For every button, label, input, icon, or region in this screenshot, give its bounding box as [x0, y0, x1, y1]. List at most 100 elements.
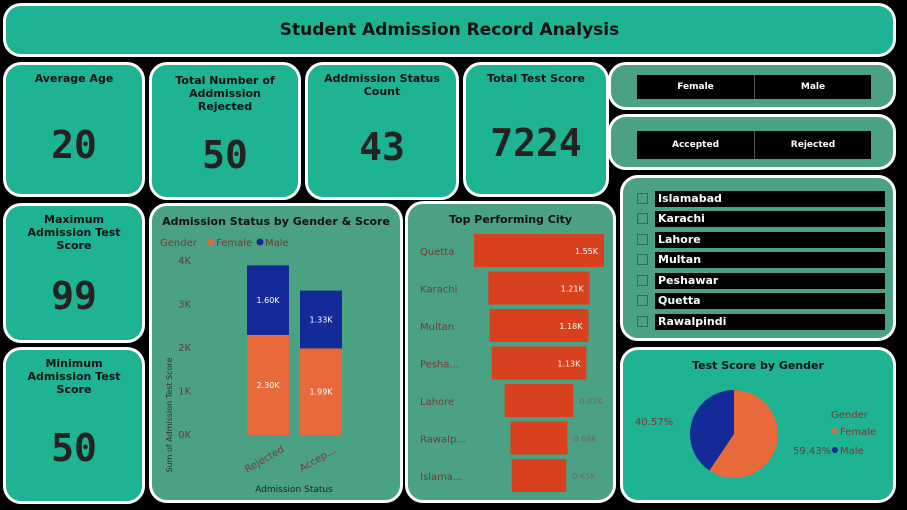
y-tick-label: 1K [178, 387, 191, 398]
bar-segment-female[interactable] [300, 348, 342, 435]
city-bar[interactable] [491, 346, 587, 380]
pie-data-label-male: 40.57% [635, 417, 673, 428]
city-bar[interactable] [474, 234, 604, 267]
city-axis-label: Lahore [420, 397, 454, 408]
kpi-rejected: Total Number of Addmission Rejected 50 [149, 62, 301, 200]
city-option-karachi[interactable]: Karachi [637, 211, 887, 227]
city-bar[interactable] [488, 271, 590, 305]
pie-legend-title: Gender [831, 410, 869, 421]
kpi-total-score: Total Test Score 7224 [463, 62, 609, 197]
kpi-label: Minimum Admission Test Score [27, 357, 121, 396]
y-tick-label: 3K [178, 300, 191, 311]
checkbox[interactable] [637, 275, 648, 286]
city-bar[interactable] [504, 384, 574, 417]
slicer-option-rejected[interactable]: Rejected [754, 131, 871, 159]
kpi-value: 20 [51, 123, 97, 167]
kpi-max-score: Maximum Admission Test Score 99 [3, 203, 145, 343]
bar-data-label: 1.60K [256, 296, 280, 305]
kpi-label: Average Age [34, 72, 114, 85]
funnel-svg: Quetta 1.55K Karachi 1.21K Multan 1.18K Pesha.… [420, 234, 604, 492]
pie-legend-male: Male [840, 446, 864, 457]
kpi-value: 43 [359, 125, 405, 169]
bar-segment-male[interactable] [300, 290, 342, 349]
city-slicer: Islamabad Karachi Lahore Multan Peshawar… [620, 175, 896, 341]
city-option-quetta[interactable]: Quetta [637, 293, 887, 309]
checkbox[interactable] [637, 254, 648, 265]
admission-status-chart: Admission Status by Gender & Score Gende… [149, 203, 403, 503]
checkbox[interactable] [637, 295, 648, 306]
dashboard-title-card: Student Admission Record Analysis [3, 3, 896, 57]
city-bar[interactable] [489, 309, 589, 342]
bar-data-label: 1.99K [309, 388, 333, 397]
checkbox[interactable] [637, 213, 648, 224]
page-title: Student Admission Record Analysis [279, 20, 620, 40]
pie-slice-male[interactable] [690, 390, 734, 471]
bar-data-label: 1.33K [309, 316, 333, 325]
city-data-label: 0.82K [579, 397, 603, 406]
city-label: Multan [655, 252, 885, 268]
pie-slice-female[interactable] [709, 390, 778, 478]
bar-segment-female[interactable] [247, 334, 289, 435]
y-axis-label: Sum of Admission Test Score [165, 357, 174, 472]
pie-legend-female: Female [840, 427, 876, 438]
stacked-bar-svg: Gender Female Male Sum of Admission Test… [160, 238, 342, 495]
city-data-label: 1.18K [559, 322, 583, 331]
checkbox[interactable] [637, 193, 648, 204]
city-label: Quetta [655, 293, 885, 309]
city-bar[interactable] [510, 421, 568, 455]
legend-female: Female [216, 238, 252, 249]
city-option-rawalpindi[interactable]: Rawalpindi [637, 314, 887, 330]
chart-title: Test Score by Gender [692, 359, 824, 372]
y-tick-label: 0K [178, 430, 191, 441]
kpi-label: Addmission Status Count [324, 72, 440, 98]
slicer-option-male[interactable]: Male [754, 75, 871, 99]
city-label: Rawalpindi [655, 314, 885, 330]
kpi-value: 99 [51, 274, 97, 318]
status-slicer: Accepted Rejected [608, 114, 896, 170]
kpi-value: 50 [202, 133, 248, 177]
pie-data-label-female: 59.43% [793, 446, 831, 457]
city-axis-label: Multan [420, 322, 454, 333]
city-data-label: 1.55K [575, 247, 599, 256]
bar-data-label: 2.30K [256, 381, 280, 390]
test-score-gender-chart: Test Score by Gender 59.43% 40.57% Gender… [620, 347, 896, 503]
city-axis-label: Quetta [420, 247, 454, 258]
chart-title: Admission Status by Gender & Score [162, 215, 390, 228]
city-label: Peshawar [655, 273, 885, 289]
city-label: Islamabad [655, 191, 885, 207]
city-option-multan[interactable]: Multan [637, 252, 887, 268]
city-axis-label: Karachi [420, 285, 457, 296]
bar-segment-male[interactable] [247, 265, 289, 335]
kpi-label: Maximum Admission Test Score [27, 213, 121, 252]
city-option-islamabad[interactable]: Islamabad [637, 191, 887, 207]
kpi-status-count: Addmission Status Count 43 [305, 62, 459, 200]
pie-legend-swatch-male [832, 447, 838, 453]
kpi-label: Total Test Score [487, 72, 585, 85]
kpi-value: 50 [51, 426, 97, 470]
y-tick-label: 4K [178, 256, 191, 267]
city-data-label: 1.21K [561, 285, 585, 294]
city-bar[interactable] [511, 459, 567, 492]
legend-title: Gender [160, 238, 198, 249]
x-axis-label: Admission Status [255, 485, 333, 495]
city-axis-label: Islama... [420, 472, 462, 483]
city-option-lahore[interactable]: Lahore [637, 232, 887, 248]
chart-title: Top Performing City [448, 213, 573, 226]
top-city-chart: Top Performing City Quetta 1.55K Karachi 1.… [405, 201, 616, 503]
slicer-option-female[interactable]: Female [637, 75, 754, 99]
pie-svg: 59.43% 40.57% Gender Female Male [635, 390, 876, 478]
checkbox[interactable] [637, 234, 648, 245]
checkbox[interactable] [637, 316, 648, 327]
kpi-min-score: Minimum Admission Test Score 50 [3, 347, 145, 504]
city-label: Karachi [655, 211, 885, 227]
city-data-label: 0.65K [572, 472, 596, 481]
legend-swatch-male [256, 238, 264, 246]
city-data-label: 1.13K [557, 360, 581, 369]
x-tick-label: Rejected [243, 444, 286, 475]
slicer-option-accepted[interactable]: Accepted [637, 131, 754, 159]
kpi-average-age: Average Age 20 [3, 62, 145, 197]
kpi-value: 7224 [490, 121, 582, 165]
pie-legend-swatch-female [832, 428, 838, 434]
city-option-peshawar[interactable]: Peshawar [637, 273, 887, 289]
city-label: Lahore [655, 232, 885, 248]
